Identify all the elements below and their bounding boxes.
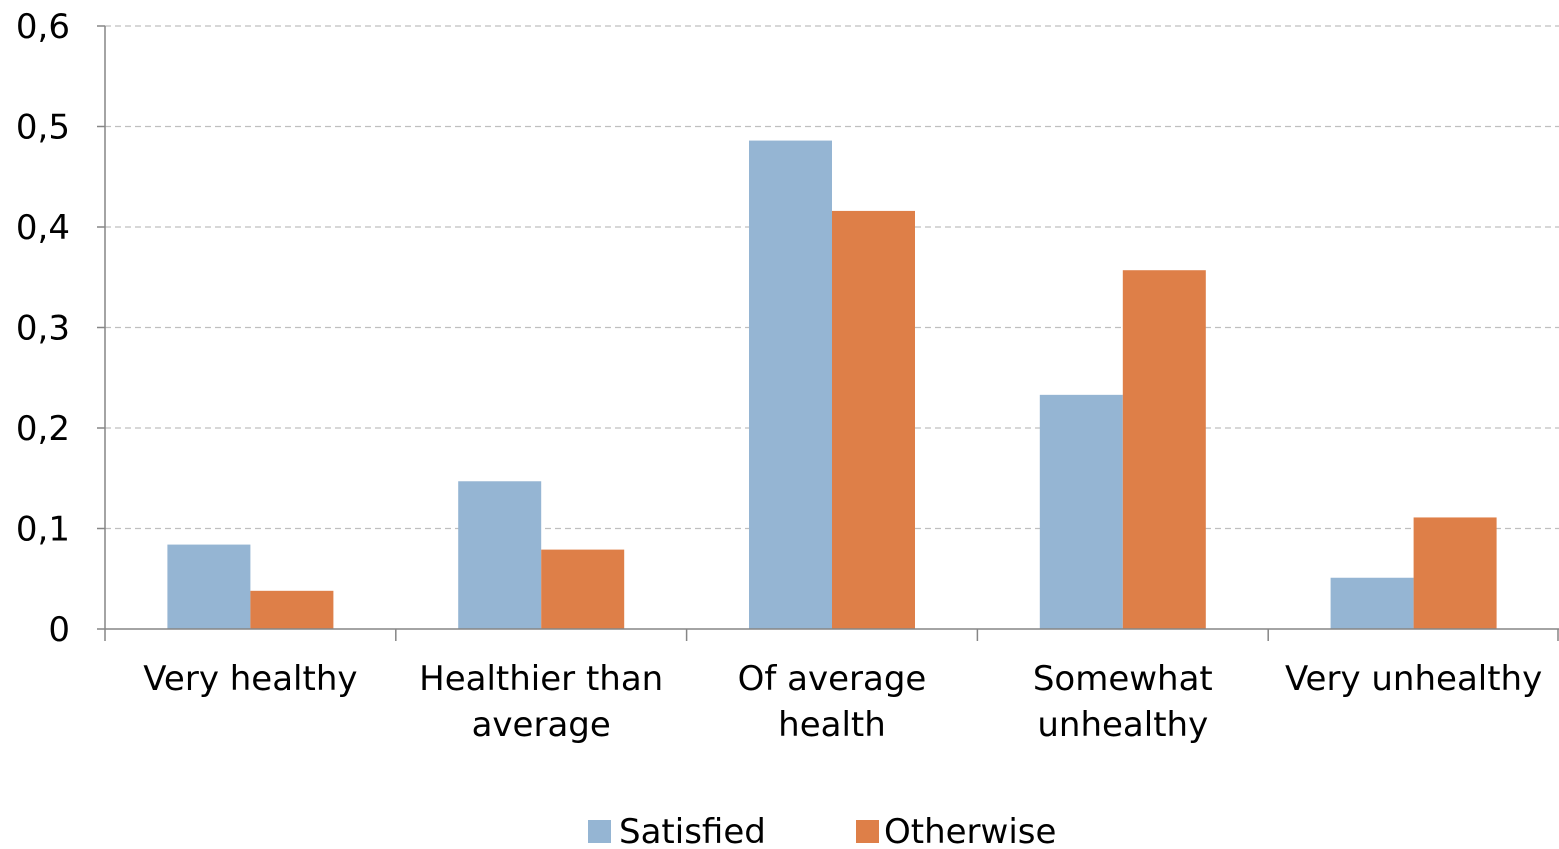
x-category-label: Of average (738, 659, 927, 699)
x-category-label: Healthier than (419, 659, 663, 699)
y-tick-label: 0,6 (16, 7, 70, 47)
bar-otherwise-1 (541, 549, 625, 629)
axes (97, 25, 1559, 641)
bar-satisfied-2 (749, 140, 832, 629)
bar-otherwise-4 (1413, 517, 1497, 629)
bar-satisfied-0 (167, 544, 251, 629)
bar-satisfied-3 (1039, 394, 1123, 629)
y-tick-label: 0,2 (16, 409, 70, 449)
bar-satisfied-1 (458, 481, 542, 629)
y-tick-label: 0,5 (16, 108, 70, 148)
x-axis-category-labels: Very healthy Healthier than average Of aver… (143, 659, 1542, 745)
x-category-label: unhealthy (1037, 705, 1208, 745)
bar-satisfied-4 (1330, 577, 1414, 629)
x-category-label: health (778, 705, 886, 745)
legend-label-otherwise: Otherwise (884, 812, 1056, 849)
legend: Satisfied Otherwise (588, 812, 1056, 849)
bar-otherwise-3 (1122, 270, 1206, 629)
x-category-label: Very healthy (143, 659, 357, 699)
legend-swatch-otherwise (856, 820, 879, 843)
y-tick-label: 0,4 (16, 208, 70, 248)
legend-label-satisfied: Satisfied (619, 812, 766, 849)
y-tick-label: 0 (48, 610, 70, 650)
legend-swatch-satisfied (588, 820, 611, 843)
bar-otherwise-2 (832, 210, 915, 630)
x-category-label: Somewhat (1033, 659, 1213, 699)
y-axis-tick-labels: 0 0,1 0,2 0,3 0,4 0,5 0,6 (16, 7, 70, 650)
bars (167, 140, 1497, 630)
x-category-label: Very unhealthy (1285, 659, 1542, 699)
gridlines (105, 25, 1559, 530)
y-tick-label: 0,1 (16, 510, 70, 550)
x-category-label: average (472, 705, 611, 745)
y-tick-label: 0,3 (16, 309, 70, 349)
bar-otherwise-0 (250, 590, 334, 629)
